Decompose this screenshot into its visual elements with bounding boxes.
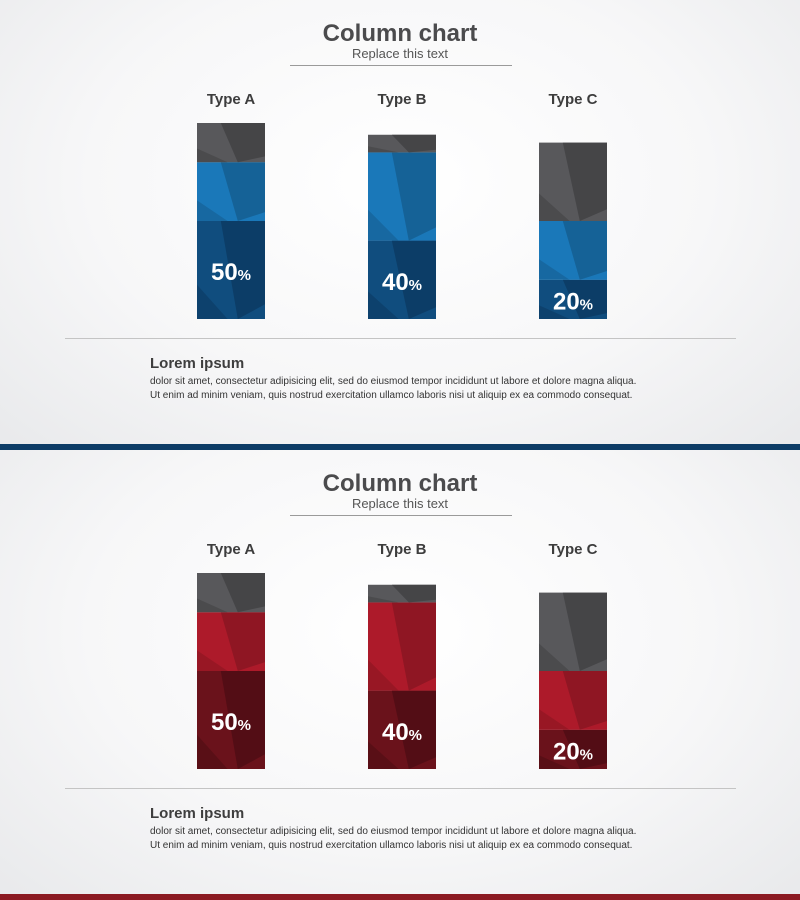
slide-blue: Type A 50% Type B 40% Type C 20% Column chart… xyxy=(0,0,800,450)
bar-segment-middle-facet xyxy=(197,200,228,221)
category-label: Type B xyxy=(378,91,427,108)
bar-segment-bottom-shade xyxy=(562,279,607,319)
bar-segment-top-shade xyxy=(562,592,607,671)
data-label: 20% xyxy=(553,738,593,765)
chart-title: Column chart xyxy=(322,470,478,497)
bar-segment-top-shade xyxy=(220,573,265,613)
body-text-line: Ut enim ad minim veniam, quis nostrud ex… xyxy=(150,390,633,401)
chart-subtitle: Replace this text xyxy=(351,496,449,511)
bar-segment-top-shade xyxy=(391,134,436,153)
bar-segment-middle-facet xyxy=(197,650,228,671)
bar-segment-middle-shade xyxy=(220,612,265,671)
column-1 xyxy=(197,123,265,319)
category-label: Type A xyxy=(207,91,256,108)
bar-segment-bottom-shade xyxy=(220,221,265,319)
column-chart: Type A 50% Type B 40% Type C 20% xyxy=(197,91,607,319)
column-1 xyxy=(197,573,265,769)
body-heading: Lorem ipsum xyxy=(150,355,245,372)
body-text-line: dolor sit amet, consectetur adipisicing … xyxy=(150,826,637,837)
bar-segment-middle-shade xyxy=(562,671,607,730)
bar-segment-bottom-facet xyxy=(539,305,570,319)
column-3 xyxy=(539,142,607,319)
content-divider xyxy=(65,788,736,789)
bar-segment-bottom-shade xyxy=(391,240,436,319)
bar-segment-top-facet xyxy=(539,643,570,671)
title-divider xyxy=(290,515,512,516)
bar-segment-bottom-shade xyxy=(562,729,607,769)
data-label: 50% xyxy=(211,259,251,286)
column-2 xyxy=(368,584,436,769)
bar-segment-middle-facet xyxy=(539,259,570,280)
bar-segment-top-shade xyxy=(391,584,436,603)
footer-band xyxy=(0,894,800,900)
bar-segment-middle-facet xyxy=(368,659,399,691)
bar-segment-middle-shade xyxy=(562,221,607,280)
bar-segment-bottom-facet xyxy=(539,755,570,769)
footer-band xyxy=(0,444,800,450)
category-label: Type C xyxy=(549,91,598,108)
bar-segment-top-shade xyxy=(220,123,265,163)
data-label: 40% xyxy=(382,269,422,296)
bar-segment-bottom-facet xyxy=(368,741,399,769)
column-3 xyxy=(539,592,607,769)
body-text-line: Ut enim ad minim veniam, quis nostrud ex… xyxy=(150,840,633,851)
bar-segment-middle-facet xyxy=(368,209,399,241)
bar-segment-bottom-shade xyxy=(220,671,265,769)
chart-subtitle: Replace this text xyxy=(351,46,449,61)
bar-segment-top-facet xyxy=(197,148,228,163)
data-label: 50% xyxy=(211,709,251,736)
bar-segment-top-shade xyxy=(562,142,607,221)
title-divider xyxy=(290,65,512,66)
body-heading: Lorem ipsum xyxy=(150,805,245,822)
category-label: Type B xyxy=(378,541,427,558)
bar-segment-bottom-facet xyxy=(368,291,399,319)
slide-red: Type A 50% Type B 40% Type C 20% Column chart… xyxy=(0,450,800,900)
bar-segment-bottom-facet xyxy=(197,284,228,319)
bar-segment-middle-shade xyxy=(391,152,436,241)
content-divider xyxy=(65,338,736,339)
body-text-line: dolor sit amet, consectetur adipisicing … xyxy=(150,376,637,387)
column-chart: Type A 50% Type B 40% Type C 20% xyxy=(197,541,607,769)
category-label: Type C xyxy=(549,541,598,558)
data-label: 40% xyxy=(382,719,422,746)
category-label: Type A xyxy=(207,541,256,558)
bar-segment-middle-shade xyxy=(220,162,265,221)
data-label: 20% xyxy=(553,288,593,315)
column-2 xyxy=(368,134,436,319)
bar-segment-top-facet xyxy=(539,193,570,221)
bar-segment-middle-shade xyxy=(391,602,436,691)
bar-segment-top-facet xyxy=(368,146,399,153)
chart-title: Column chart xyxy=(322,20,478,47)
bar-segment-middle-facet xyxy=(539,709,570,730)
bar-segment-bottom-shade xyxy=(391,690,436,769)
